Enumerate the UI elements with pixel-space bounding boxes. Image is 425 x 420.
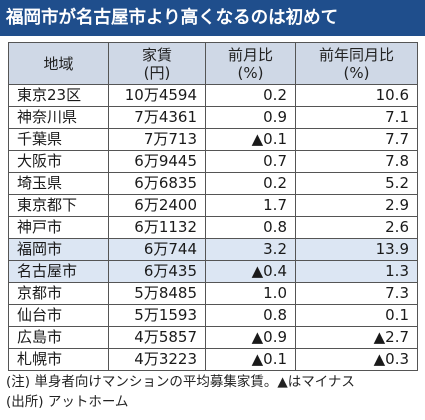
table-row: 東京都下 6万2400 1.7 2.9 xyxy=(8,194,418,217)
mom-cell: 0.2 xyxy=(205,172,296,195)
region-cell: 東京都下 xyxy=(8,194,109,217)
yoy-cell: 2.9 xyxy=(295,194,418,217)
table-row: 大阪市 6万9445 0.7 7.8 xyxy=(8,150,418,173)
rent-cell: 7万713 xyxy=(108,128,206,151)
table-row: 仙台市 5万1593 0.8 0.1 xyxy=(8,304,418,327)
yoy-cell: 2.6 xyxy=(295,216,418,239)
rent-cell: 6万435 xyxy=(108,260,206,283)
region-cell: 京都市 xyxy=(8,282,109,305)
table-row: 京都市 5万8485 1.0 7.3 xyxy=(8,282,418,305)
region-cell: 神奈川県 xyxy=(8,106,109,129)
region-cell: 札幌市 xyxy=(8,348,109,371)
rent-cell: 5万8485 xyxy=(108,282,206,305)
mom-cell: 0.9 xyxy=(205,106,296,129)
mom-cell: 1.7 xyxy=(205,194,296,217)
table-row: 札幌市 4万3223 ▲0.1 ▲0.3 xyxy=(8,348,418,371)
region-cell: 神戸市 xyxy=(8,216,109,239)
yoy-cell: 5.2 xyxy=(295,172,418,195)
region-cell: 仙台市 xyxy=(8,304,109,327)
rent-table: 地域 家賃 (円) 前月比 (%) 前年同月比 (%) 東京23区 10万459… xyxy=(8,42,418,371)
mom-cell: 0.8 xyxy=(205,216,296,239)
page-title: 福岡市が名古屋市より高くなるのは初めて xyxy=(0,0,425,36)
yoy-cell: 10.6 xyxy=(295,84,418,107)
mom-cell: 0.2 xyxy=(205,84,296,107)
mom-cell: 0.7 xyxy=(205,150,296,173)
mom-cell: ▲0.4 xyxy=(205,260,296,283)
table-row: 東京23区 10万4594 0.2 10.6 xyxy=(8,84,418,107)
region-cell: 千葉県 xyxy=(8,128,109,151)
header-mom: 前月比 (%) xyxy=(205,42,296,85)
yoy-cell: 7.8 xyxy=(295,150,418,173)
header-rent-label: 家賃 (円) xyxy=(141,45,172,82)
region-cell: 東京23区 xyxy=(8,84,109,107)
table-row: 神戸市 6万1132 0.8 2.6 xyxy=(8,216,418,239)
rent-cell: 4万3223 xyxy=(108,348,206,371)
rent-cell: 5万1593 xyxy=(108,304,206,327)
yoy-cell: 0.1 xyxy=(295,304,418,327)
table-row: 神奈川県 7万4361 0.9 7.1 xyxy=(8,106,418,129)
table-row: 埼玉県 6万6835 0.2 5.2 xyxy=(8,172,418,195)
yoy-cell: 7.7 xyxy=(295,128,418,151)
mom-cell: 3.2 xyxy=(205,238,296,261)
table-row-highlighted: 名古屋市 6万435 ▲0.4 1.3 xyxy=(8,260,418,283)
footnotes: (注) 単身者向けマンションの平均募集家賃。▲はマイナス (出所) アットホーム xyxy=(6,372,421,412)
yoy-cell: ▲0.3 xyxy=(295,348,418,371)
region-cell: 名古屋市 xyxy=(8,260,109,283)
header-mom-label: 前月比 (%) xyxy=(227,45,273,82)
source-text: (出所) アットホーム xyxy=(6,394,129,410)
table-row-highlighted: 福岡市 6万744 3.2 13.9 xyxy=(8,238,418,261)
yoy-cell: 7.3 xyxy=(295,282,418,305)
mom-cell: ▲0.1 xyxy=(205,128,296,151)
rent-cell: 6万1132 xyxy=(108,216,206,239)
region-cell: 福岡市 xyxy=(8,238,109,261)
rent-cell: 10万4594 xyxy=(108,84,206,107)
yoy-cell: 7.1 xyxy=(295,106,418,129)
rent-cell: 6万6835 xyxy=(108,172,206,195)
header-region: 地域 xyxy=(8,42,109,85)
yoy-cell: 13.9 xyxy=(295,238,418,261)
rent-cell: 6万744 xyxy=(108,238,206,261)
note-text: (注) 単身者向けマンションの平均募集家賃。▲はマイナス xyxy=(6,374,355,390)
rent-cell: 6万2400 xyxy=(108,194,206,217)
rent-cell: 4万5857 xyxy=(108,326,206,349)
table-row: 広島市 4万5857 ▲0.9 ▲2.7 xyxy=(8,326,418,349)
rent-cell: 6万9445 xyxy=(108,150,206,173)
region-cell: 大阪市 xyxy=(8,150,109,173)
yoy-cell: 1.3 xyxy=(295,260,418,283)
rent-cell: 7万4361 xyxy=(108,106,206,129)
table-row: 千葉県 7万713 ▲0.1 7.7 xyxy=(8,128,418,151)
region-cell: 広島市 xyxy=(8,326,109,349)
header-yoy: 前年同月比 (%) xyxy=(295,42,418,85)
header-yoy-label: 前年同月比 (%) xyxy=(318,45,394,82)
header-rent: 家賃 (円) xyxy=(108,42,206,85)
mom-cell: ▲0.1 xyxy=(205,348,296,371)
mom-cell: ▲0.9 xyxy=(205,326,296,349)
mom-cell: 0.8 xyxy=(205,304,296,327)
region-cell: 埼玉県 xyxy=(8,172,109,195)
table-header-row: 地域 家賃 (円) 前月比 (%) 前年同月比 (%) xyxy=(8,42,418,85)
header-region-label: 地域 xyxy=(43,54,74,73)
yoy-cell: ▲2.7 xyxy=(295,326,418,349)
mom-cell: 1.0 xyxy=(205,282,296,305)
